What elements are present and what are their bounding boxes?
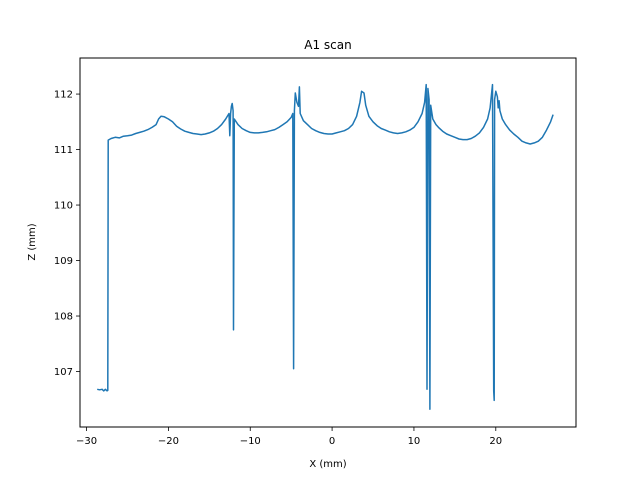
y-tick-label: 110 xyxy=(54,201,73,212)
x-axis-label: X (mm) xyxy=(309,459,346,470)
x-tick-label: 0 xyxy=(329,436,335,447)
y-tick-label: 108 xyxy=(54,312,73,323)
x-tick-label: 20 xyxy=(489,436,502,447)
x-tick-label: 10 xyxy=(408,436,421,447)
x-axis: −30 −20 −10 0 10 20 xyxy=(76,427,502,447)
chart-title: A1 scan xyxy=(304,38,351,52)
x-tick-label: −30 xyxy=(76,436,97,447)
y-tick-label: 107 xyxy=(54,367,73,378)
y-axis: 107 108 109 110 111 112 xyxy=(54,90,80,378)
axes-frame xyxy=(79,57,577,428)
y-tick-label: 111 xyxy=(54,145,73,156)
y-tick-label: 112 xyxy=(54,90,73,101)
y-axis-label: Z (mm) xyxy=(27,223,38,260)
series-line-1 xyxy=(97,83,554,410)
x-tick-label: −20 xyxy=(158,436,179,447)
plot-area xyxy=(97,83,554,410)
y-tick-label: 109 xyxy=(54,256,73,267)
x-tick-label: −10 xyxy=(240,436,261,447)
